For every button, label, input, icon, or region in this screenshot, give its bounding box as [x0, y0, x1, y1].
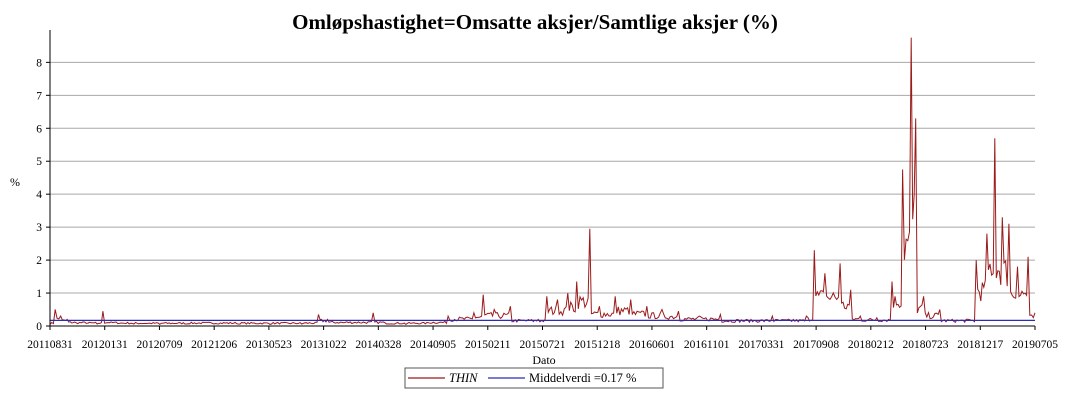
series-line-thin [49, 37, 1036, 326]
x-tick-label: 20151218 [574, 339, 620, 351]
y-tick-label: 3 [36, 222, 42, 234]
x-tick-label: 20140328 [355, 339, 401, 351]
legend-box [404, 367, 664, 389]
x-tick-label: 20120709 [136, 339, 182, 351]
y-tick-label: 7 [36, 90, 42, 102]
x-tick-label: 20150721 [520, 339, 566, 351]
y-tick-label: 1 [36, 288, 42, 300]
x-tick-label: 20131022 [301, 339, 347, 351]
x-axis-label: Dato [532, 353, 555, 367]
y-tick-label: 4 [36, 189, 42, 201]
legend: THIN Middelverdi =0.17 % [404, 367, 664, 389]
x-tick-label: 20120131 [82, 339, 128, 351]
y-tick-label: 0 [36, 321, 42, 333]
legend-series-label: THIN [449, 371, 478, 385]
x-tick-label: 20170908 [793, 339, 839, 351]
x-tick-label: 20130523 [246, 339, 292, 351]
x-tick-label: 20170331 [738, 339, 784, 351]
x-tick-label: 20180212 [848, 339, 894, 351]
x-tick-label: 20190705 [1012, 339, 1058, 351]
x-tick-label: 20180723 [903, 339, 949, 351]
x-tick-label: 20161101 [684, 339, 730, 351]
axes: 0 1 2 3 4 5 6 7 8 20110831 20120131 20120709 2012120… [27, 30, 1058, 351]
y-tick-label: 8 [36, 57, 42, 69]
chart-title: Omløpshastighet=Omsatte aksjer/Samtlige … [292, 10, 778, 34]
x-tick-label: 20121206 [191, 339, 237, 351]
y-axis-label: % [10, 175, 20, 189]
series-layer [49, 37, 1036, 326]
y-tick-label: 2 [36, 255, 42, 267]
x-tick-label: 20140905 [410, 339, 456, 351]
x-tick-label: 20181217 [957, 339, 1003, 351]
grid-lines [50, 61, 1035, 294]
x-tick-label: 20150211 [465, 339, 511, 351]
y-tick-label: 5 [36, 156, 42, 168]
x-tick-label: 20160601 [629, 339, 675, 351]
x-tick-label: 20110831 [27, 339, 73, 351]
legend-mean-label: Middelverdi =0.17 % [529, 371, 636, 385]
y-tick-label: 6 [36, 123, 42, 135]
